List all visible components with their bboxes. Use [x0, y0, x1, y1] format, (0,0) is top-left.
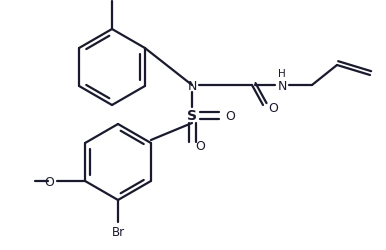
Text: O: O [268, 102, 278, 115]
Text: O: O [44, 175, 54, 188]
Text: S: S [187, 108, 197, 122]
Text: O: O [225, 109, 235, 122]
Text: N: N [187, 79, 197, 92]
Text: N: N [277, 79, 287, 92]
Text: Br: Br [112, 225, 125, 238]
Text: O: O [195, 139, 205, 152]
Text: H: H [278, 69, 286, 79]
